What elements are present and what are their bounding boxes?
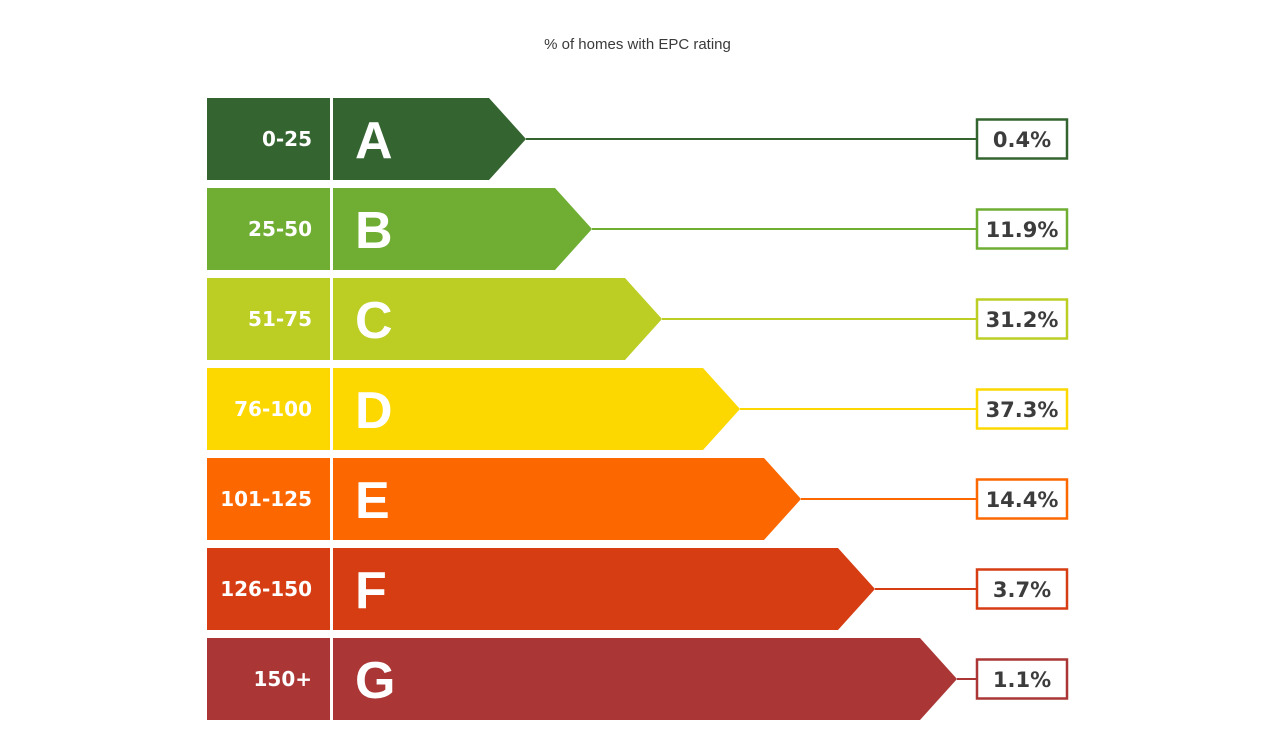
value-label-a: 0.4% (993, 128, 1051, 152)
value-box-c (975, 298, 1069, 340)
rating-row-c: 51-75 C 31.2% (207, 278, 1069, 360)
value-box-a (975, 118, 1069, 160)
range-label-d: 76-100 (234, 397, 312, 421)
value-box-e (975, 478, 1069, 520)
range-cell-c (207, 278, 330, 360)
grade-bar-a (333, 98, 526, 180)
value-label-g: 1.1% (993, 668, 1051, 692)
chart-title: % of homes with EPC rating (544, 36, 731, 53)
grade-bar-e (333, 458, 801, 540)
value-label-b: 11.9% (986, 218, 1059, 242)
value-box-f (975, 568, 1069, 610)
range-cell-g (207, 638, 330, 720)
grade-letter-a: A (355, 112, 393, 170)
rating-row-d: 76-100 D 37.3% (207, 368, 1069, 450)
rating-row-e: 101-125 E 14.4% (207, 458, 1069, 540)
grade-bar-g (333, 638, 957, 720)
grade-letter-f: F (355, 562, 387, 620)
grade-bar-b (333, 188, 592, 270)
grade-bar-c (333, 278, 662, 360)
rating-row-b: 25-50 B 11.9% (207, 188, 1069, 270)
value-box-d (975, 388, 1069, 430)
range-label-b: 25-50 (248, 217, 312, 241)
rating-row-f: 126-150 F 3.7% (207, 548, 1069, 630)
grade-bar-f (333, 548, 875, 630)
grade-letter-e: E (355, 472, 390, 530)
value-label-f: 3.7% (993, 578, 1051, 602)
value-box-b (975, 208, 1069, 250)
range-label-e: 101-125 (220, 487, 312, 511)
range-label-f: 126-150 (220, 577, 312, 601)
grade-letter-g: G (355, 652, 395, 710)
rating-row-a: 0-25 A 0.4% (207, 98, 1069, 180)
range-label-a: 0-25 (262, 127, 312, 151)
value-label-d: 37.3% (986, 398, 1059, 422)
grade-bar-d (333, 368, 740, 450)
range-cell-d (207, 368, 330, 450)
range-label-c: 51-75 (248, 307, 312, 331)
rating-row-g: 150+ G 1.1% (207, 638, 1069, 720)
range-label-g: 150+ (253, 667, 312, 691)
grade-letter-b: B (355, 202, 393, 260)
grade-letter-d: D (355, 382, 393, 440)
range-cell-e (207, 458, 330, 540)
grade-letter-c: C (355, 292, 393, 350)
range-cell-f (207, 548, 330, 630)
range-cell-a (207, 98, 330, 180)
value-label-c: 31.2% (986, 308, 1059, 332)
range-cell-b (207, 188, 330, 270)
value-box-g (975, 658, 1069, 700)
value-label-e: 14.4% (986, 488, 1059, 512)
